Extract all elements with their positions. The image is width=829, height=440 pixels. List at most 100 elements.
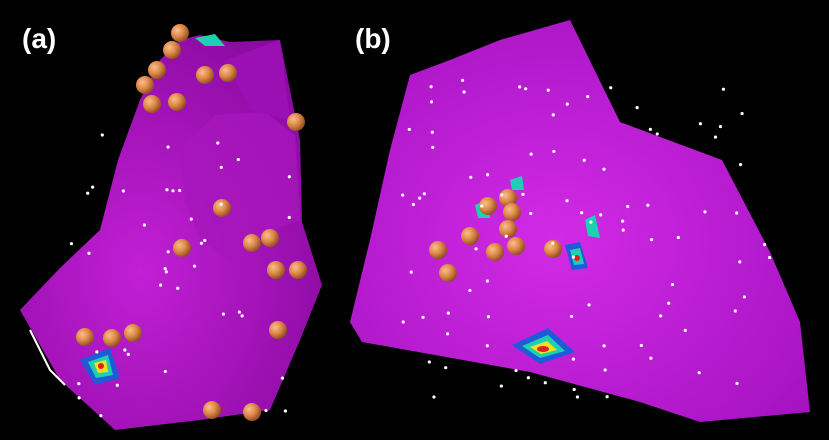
dot xyxy=(684,329,687,332)
dot xyxy=(159,283,162,286)
dot xyxy=(735,211,738,214)
dot xyxy=(401,194,404,197)
sphere xyxy=(143,95,161,113)
dot xyxy=(514,369,517,372)
dot xyxy=(699,122,702,125)
dot xyxy=(200,242,203,245)
sphere xyxy=(219,64,237,82)
dot xyxy=(552,150,555,153)
dot xyxy=(166,145,169,148)
dot xyxy=(570,315,573,318)
sphere xyxy=(124,324,142,342)
dot xyxy=(123,348,126,351)
dot xyxy=(432,395,435,398)
dot xyxy=(78,396,81,399)
dot xyxy=(216,141,219,144)
dot xyxy=(500,384,503,387)
dot xyxy=(583,159,586,162)
dot xyxy=(572,358,575,361)
dot xyxy=(602,168,605,171)
dot xyxy=(127,353,130,356)
dot xyxy=(599,213,602,216)
dot xyxy=(604,368,607,371)
dot xyxy=(518,85,521,88)
dot xyxy=(410,271,413,274)
dot xyxy=(640,344,643,347)
sphere xyxy=(439,264,457,282)
dot xyxy=(91,186,94,189)
dot xyxy=(573,388,576,391)
sphere xyxy=(196,66,214,84)
dot xyxy=(288,175,291,178)
dot xyxy=(500,193,503,196)
dot xyxy=(636,106,639,109)
dot xyxy=(650,238,653,241)
sphere xyxy=(267,261,285,279)
dot xyxy=(530,153,533,156)
spot-core xyxy=(574,255,580,261)
dot xyxy=(486,173,489,176)
dot xyxy=(165,270,168,273)
spot-core xyxy=(98,363,104,369)
dot xyxy=(469,176,472,179)
sphere xyxy=(76,328,94,346)
dot xyxy=(552,113,555,116)
dot xyxy=(486,279,489,282)
dot xyxy=(284,409,287,412)
dot xyxy=(677,236,680,239)
dot xyxy=(95,350,98,353)
dot xyxy=(444,366,447,369)
dot xyxy=(418,196,421,199)
dot xyxy=(486,344,489,347)
dot xyxy=(547,89,550,92)
dot xyxy=(167,250,170,253)
sphere xyxy=(243,403,261,421)
dot xyxy=(480,204,483,207)
dot xyxy=(589,220,592,223)
dot xyxy=(524,87,527,90)
sphere xyxy=(103,329,121,347)
sphere xyxy=(168,93,186,111)
dot xyxy=(606,395,609,398)
dot xyxy=(431,146,434,149)
dot xyxy=(461,79,464,82)
dot xyxy=(735,382,738,385)
sphere xyxy=(287,113,305,131)
dot xyxy=(99,414,102,417)
dot xyxy=(474,247,477,250)
dot xyxy=(164,370,167,373)
dot xyxy=(698,371,701,374)
dot xyxy=(529,212,532,215)
sphere xyxy=(499,220,517,238)
dot xyxy=(739,163,742,166)
dot xyxy=(70,242,73,245)
dot xyxy=(222,312,225,315)
dot xyxy=(763,243,766,246)
dot xyxy=(462,90,465,93)
dot xyxy=(446,332,449,335)
sphere xyxy=(507,237,525,255)
dot xyxy=(671,283,674,286)
dot xyxy=(176,287,179,290)
dot xyxy=(586,95,589,98)
dot xyxy=(264,409,267,412)
sphere xyxy=(461,227,479,245)
dot xyxy=(281,377,284,380)
sphere xyxy=(148,61,166,79)
dot xyxy=(588,303,591,306)
dot xyxy=(122,189,125,192)
dot xyxy=(116,384,119,387)
dot xyxy=(165,188,168,191)
dot xyxy=(178,189,181,192)
dot xyxy=(193,265,196,268)
dot xyxy=(768,256,771,259)
dot xyxy=(544,381,547,384)
dot xyxy=(430,100,433,103)
dot xyxy=(428,360,431,363)
panel-label: (b) xyxy=(355,23,391,54)
sphere xyxy=(243,234,261,252)
dot xyxy=(238,310,241,313)
dot xyxy=(603,344,606,347)
dot xyxy=(703,210,706,213)
dot xyxy=(408,128,411,131)
